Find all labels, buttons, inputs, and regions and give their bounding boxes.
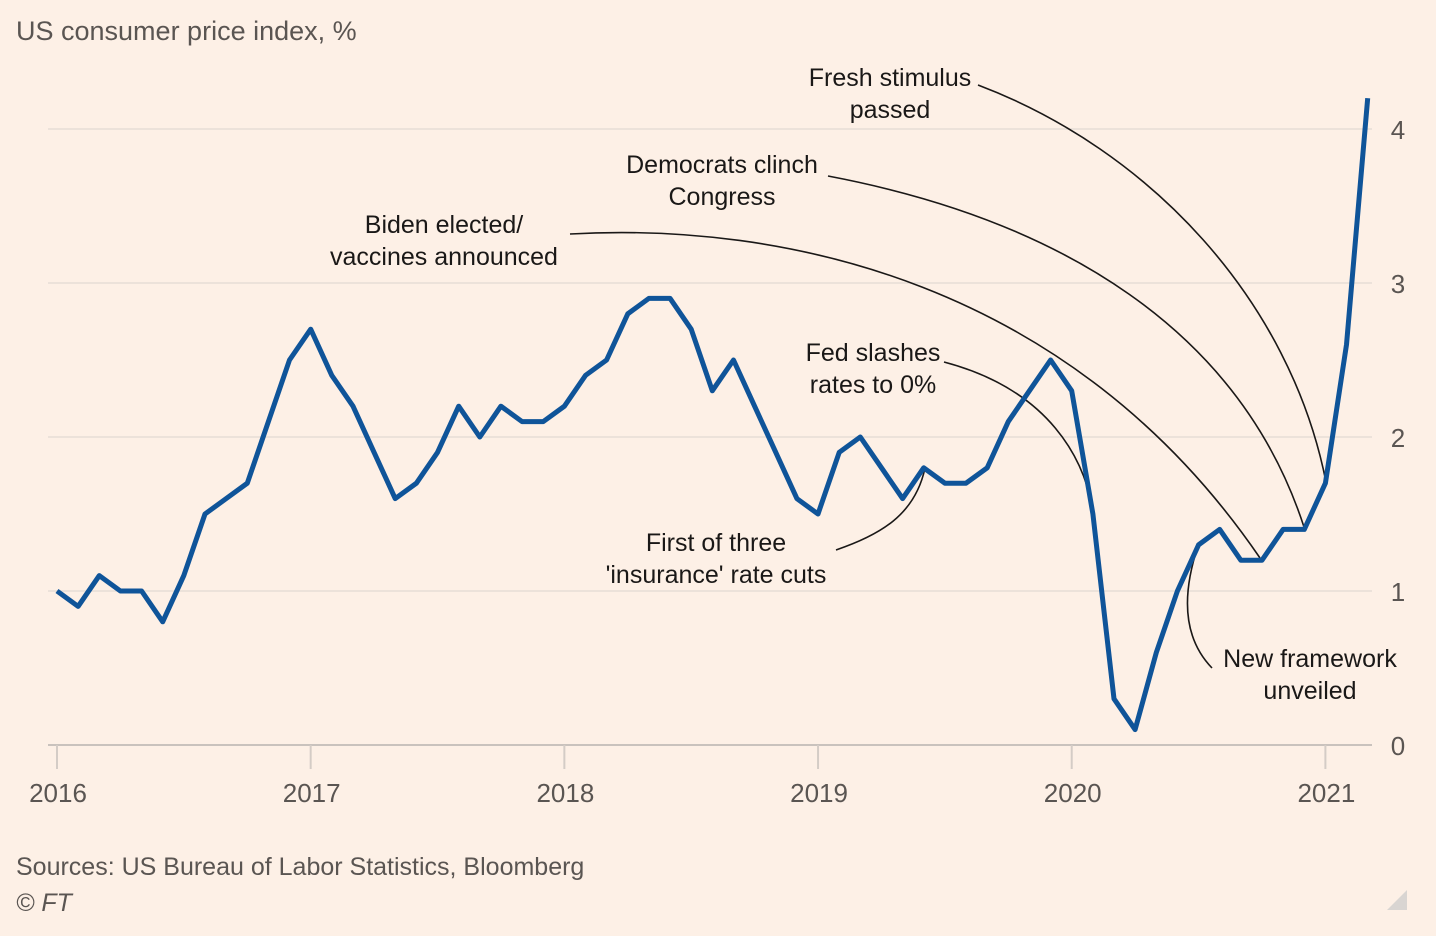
leader-line-democrats-clinch <box>827 175 1305 528</box>
chart-title: US consumer price index, % <box>16 16 357 46</box>
annotation-labels: Fresh stimulus passed Democrats clinch Cong… <box>330 64 1397 705</box>
series-layer <box>55 97 1371 733</box>
y-tick-label: 3 <box>1391 269 1405 299</box>
leader-line-new-framework <box>1186 545 1213 669</box>
y-axis: 0 1 2 3 4 <box>1391 115 1405 761</box>
source-note: Sources: US Bureau of Labor Statistics, … <box>16 853 585 881</box>
x-tick-label: 2017 <box>283 778 341 808</box>
resize-handle-icon[interactable] <box>1387 890 1407 910</box>
x-tick-label: 2021 <box>1297 778 1355 808</box>
annotation-biden-elected: vaccines announced <box>330 243 558 271</box>
copyright: © FT <box>16 889 72 917</box>
annotation-biden-elected: Biden elected/ <box>365 211 524 239</box>
leader-line-insurance-cut <box>835 467 926 551</box>
y-tick-label: 1 <box>1391 577 1405 607</box>
annotation-insurance-cut: First of three <box>646 529 786 557</box>
annotation-new-framework: unveiled <box>1263 677 1356 705</box>
y-tick-label: 2 <box>1391 423 1405 453</box>
annotation-new-framework: New framework <box>1223 645 1397 673</box>
annotation-democrats-clinch: Democrats clinch <box>626 151 818 179</box>
y-tick-label: 0 <box>1391 731 1405 761</box>
y-tick-label: 4 <box>1391 115 1405 145</box>
x-axis: 2016 2017 2018 2019 2020 2021 <box>29 745 1355 808</box>
leader-line-fresh-stimulus <box>977 84 1327 483</box>
gridlines <box>48 128 1372 746</box>
x-tick-label: 2016 <box>29 778 87 808</box>
annotation-fresh-stimulus: Fresh stimulus <box>809 64 972 92</box>
annotation-fed-slashes: Fed slashes <box>806 339 941 367</box>
leader-line-biden-elected <box>569 231 1261 559</box>
annotation-fed-slashes: rates to 0% <box>810 371 936 399</box>
annotation-democrats-clinch: Congress <box>669 183 776 211</box>
x-tick-label: 2018 <box>536 778 594 808</box>
annotation-insurance-cut: 'insurance' rate cuts <box>606 561 827 589</box>
annotation-fresh-stimulus: passed <box>850 96 931 124</box>
x-tick-label: 2020 <box>1044 778 1102 808</box>
x-tick-label: 2019 <box>790 778 848 808</box>
